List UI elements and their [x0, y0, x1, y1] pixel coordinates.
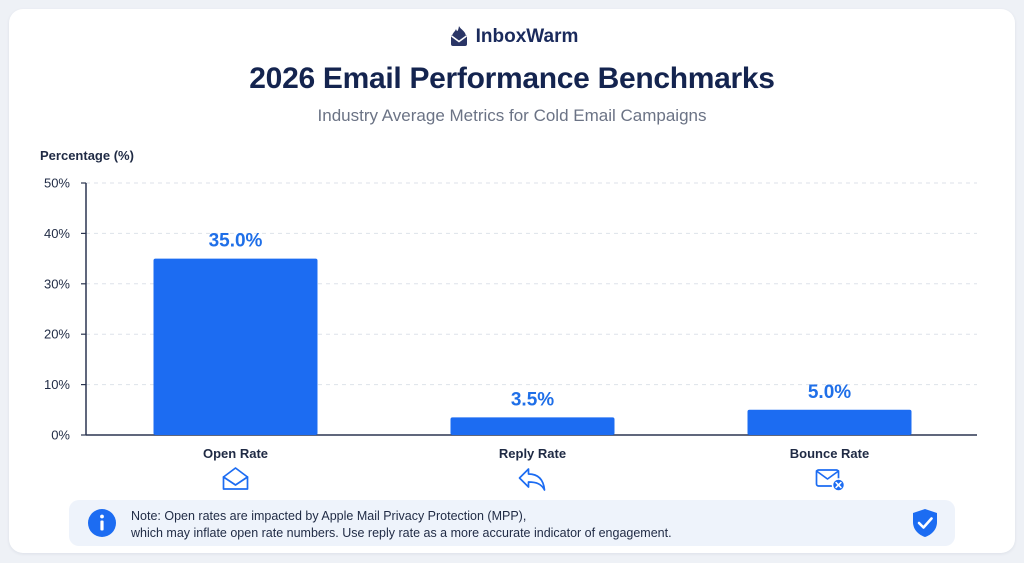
data-label: 3.5%: [511, 389, 554, 410]
reply-arrow-icon: [518, 468, 546, 491]
x-tick-label: Open Rate: [203, 446, 268, 461]
bar-open-rate: [153, 258, 318, 435]
brand-name: InboxWarm: [475, 26, 579, 47]
envelope-open-icon: [222, 467, 249, 490]
bar-chart: Percentage (%) 0% 10% 20% 30% 40% 50% 35.0% Op…: [40, 148, 977, 492]
brand-logo: InboxWarm: [0, 22, 1024, 52]
y-tick-label: 40%: [44, 226, 70, 241]
flame-envelope-icon: [450, 26, 467, 46]
note-banner: Note: Open rates are impacted by Apple M…: [69, 500, 955, 546]
page-title: 2026 Email Performance Benchmarks: [249, 62, 775, 95]
bar-reply-rate: [450, 417, 615, 435]
envelope-x-icon: [815, 469, 846, 492]
page-subtitle: Industry Average Metrics for Cold Email …: [317, 106, 707, 125]
x-tick-label: Bounce Rate: [790, 446, 869, 461]
x-tick-label: Reply Rate: [499, 446, 566, 461]
y-axis-label: Percentage (%): [40, 148, 134, 163]
data-label: 5.0%: [808, 382, 851, 403]
y-tick-label: 50%: [44, 176, 70, 191]
shield-check-icon: [913, 509, 937, 537]
bar-bounce-rate: [747, 409, 912, 435]
info-icon: [88, 509, 116, 537]
y-tick-label: 10%: [44, 377, 70, 392]
note-line-2: which may inflate open rate numbers. Use…: [131, 526, 672, 540]
y-tick-label: 0%: [51, 428, 70, 443]
y-tick-label: 20%: [44, 327, 70, 342]
data-label: 35.0%: [209, 231, 263, 252]
note-text: Note: Open rates are impacted by Apple M…: [131, 508, 891, 542]
y-tick-label: 30%: [44, 276, 70, 291]
note-line-1: Note: Open rates are impacted by Apple M…: [131, 509, 527, 523]
